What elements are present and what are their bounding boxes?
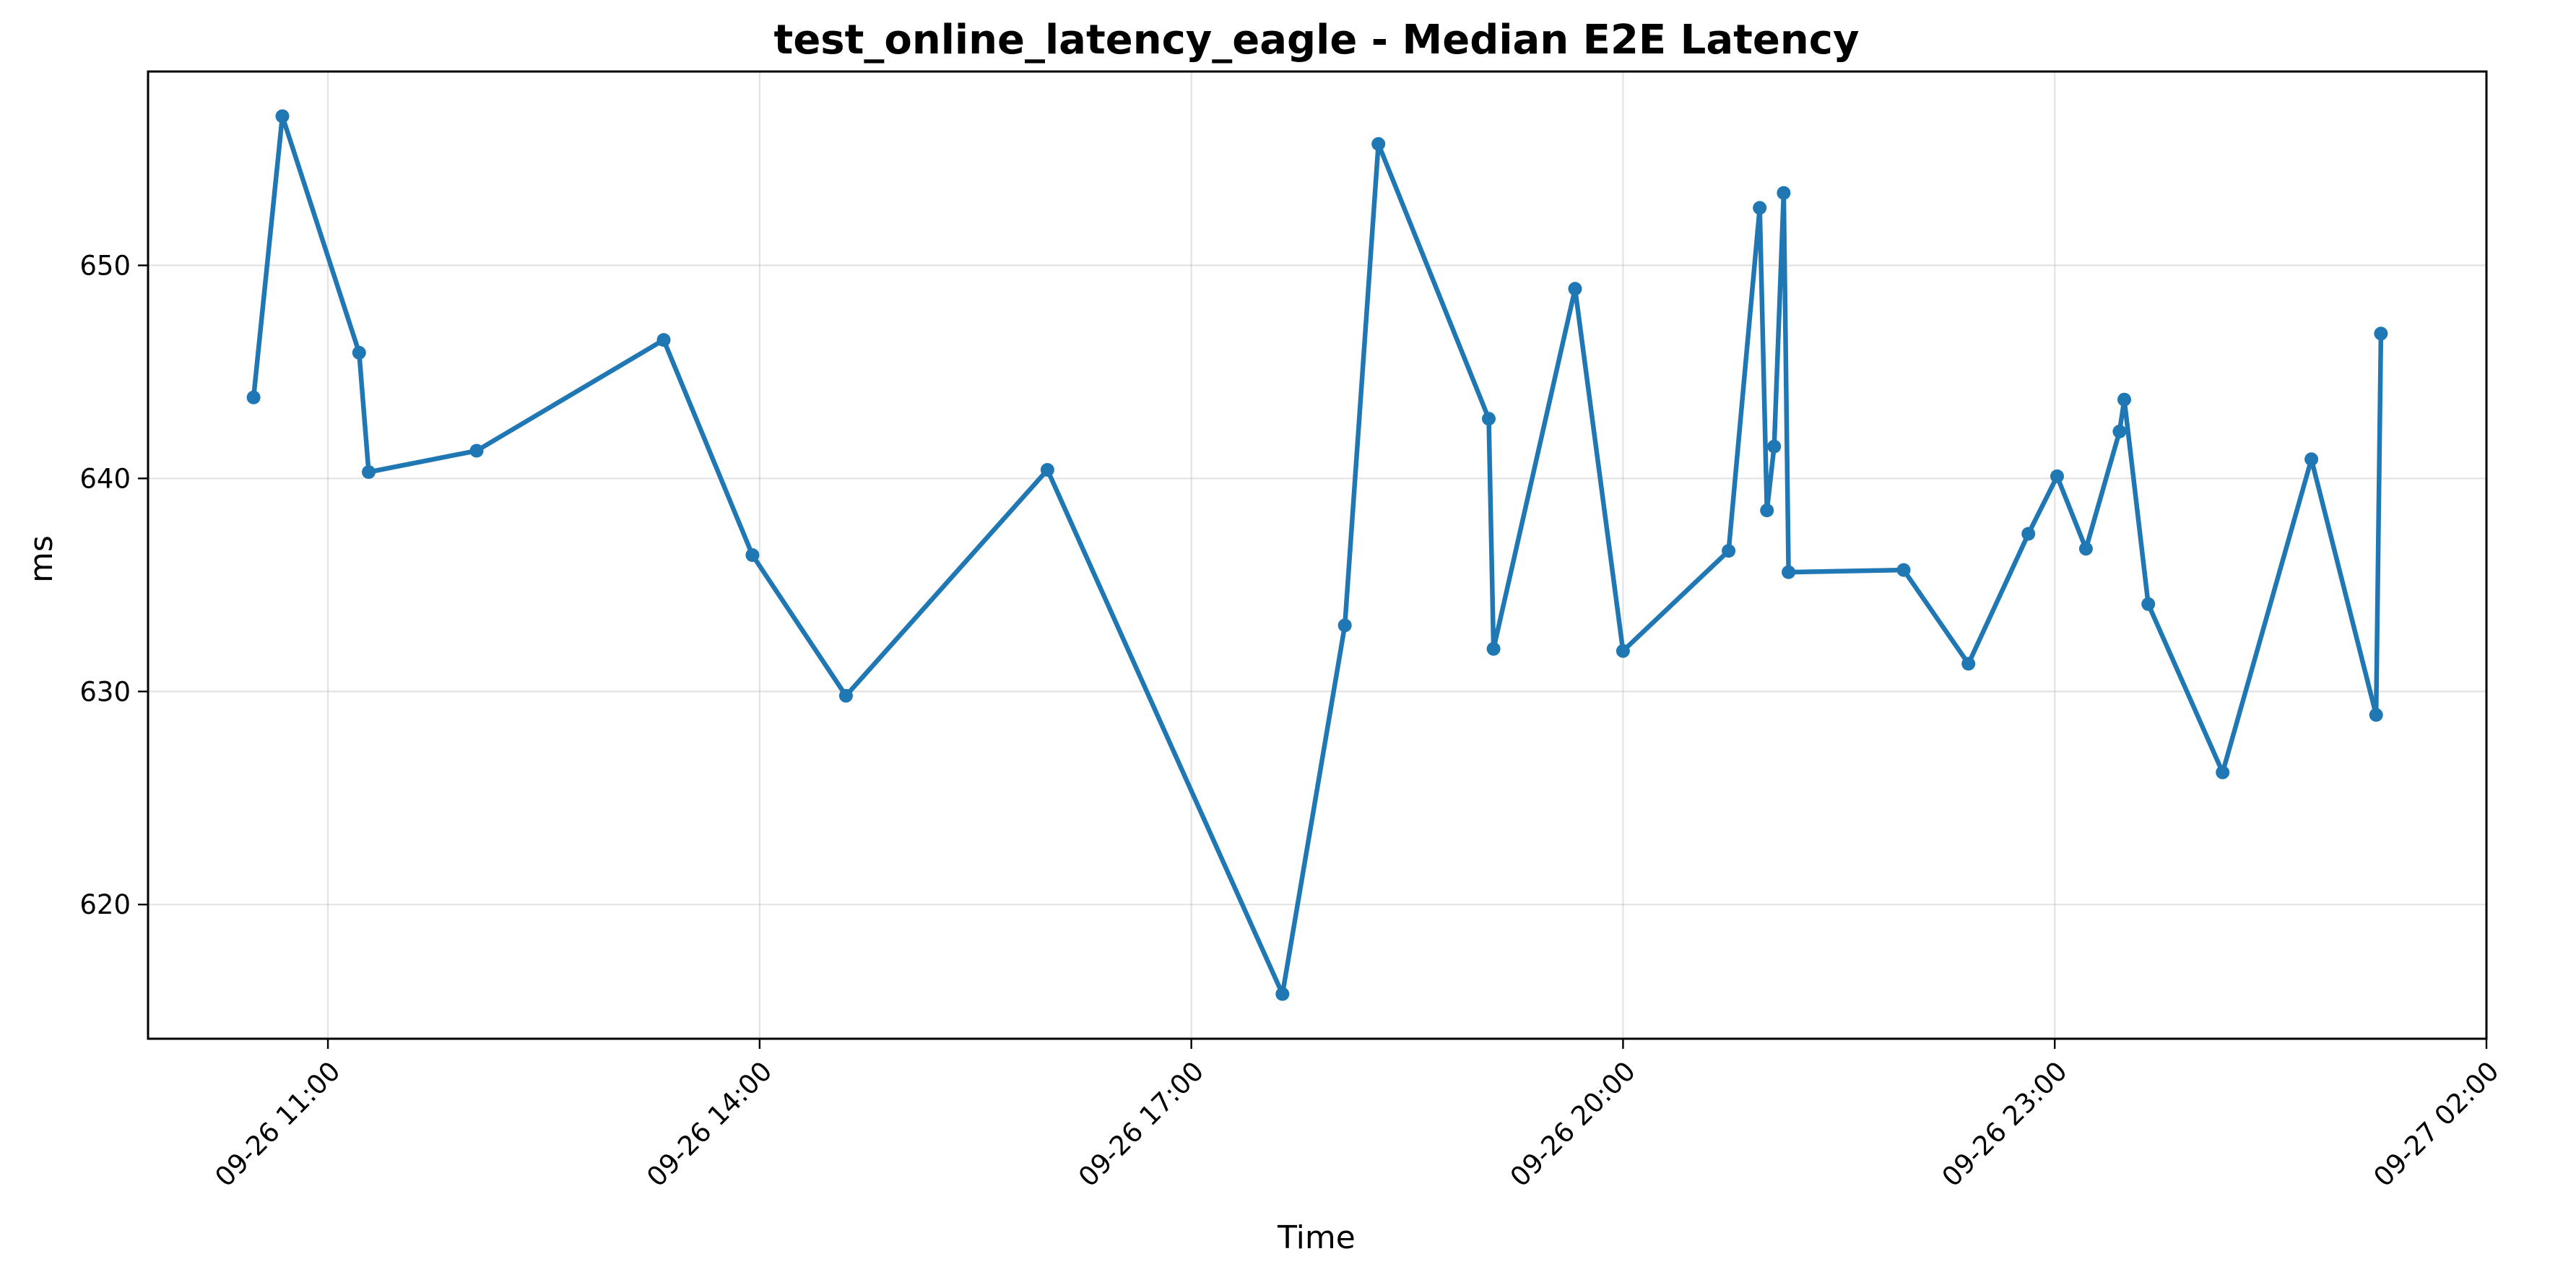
plot-frame: [147, 70, 2488, 1040]
data-point: [2112, 424, 2127, 438]
chart-title: test_online_latency_eagle - Median E2E L…: [774, 17, 1860, 64]
data-point: [362, 465, 376, 479]
data-point: [1767, 439, 1782, 454]
y-tick-label: 640: [79, 463, 131, 494]
data-point: [2141, 597, 2156, 611]
data-point: [2216, 765, 2230, 779]
data-point: [469, 444, 484, 458]
data-point: [275, 109, 290, 124]
data-point: [352, 345, 366, 360]
data-point: [1760, 503, 1774, 518]
data-point: [1275, 987, 1290, 1001]
data-point: [2021, 527, 2036, 541]
data-point: [1961, 657, 1976, 671]
series-line: [251, 113, 2384, 997]
data-point: [1777, 186, 1791, 200]
data-point: [2304, 452, 2319, 467]
y-axis-ticks: 620 630 640 650: [79, 250, 148, 920]
data-point: [1482, 412, 1496, 426]
x-axis-label: Time: [1277, 1219, 1356, 1256]
y-tick-label: 630: [79, 676, 131, 707]
data-point: [1616, 644, 1630, 658]
data-point: [745, 548, 760, 562]
data-point: [1782, 565, 1796, 579]
y-tick-label: 620: [79, 889, 131, 920]
data-point: [838, 688, 853, 703]
data-point: [1486, 641, 1501, 656]
data-point: [1568, 282, 1582, 296]
series-line-layer: [251, 113, 2384, 997]
data-point: [656, 333, 671, 347]
data-point: [246, 390, 261, 405]
data-point: [2050, 469, 2064, 483]
data-point: [2078, 542, 2093, 556]
y-tick-label: 650: [79, 250, 131, 281]
data-point: [2369, 708, 2383, 722]
data-point: [2374, 327, 2388, 341]
data-point: [1753, 201, 1767, 215]
data-point: [1371, 137, 1386, 151]
series-points-layer: [246, 109, 2388, 1001]
data-point: [1722, 544, 1736, 558]
data-point: [1040, 463, 1054, 477]
y-axis-label: ms: [23, 535, 60, 583]
data-point: [1896, 563, 1911, 577]
data-point: [1337, 618, 1352, 633]
data-point: [2117, 392, 2131, 407]
